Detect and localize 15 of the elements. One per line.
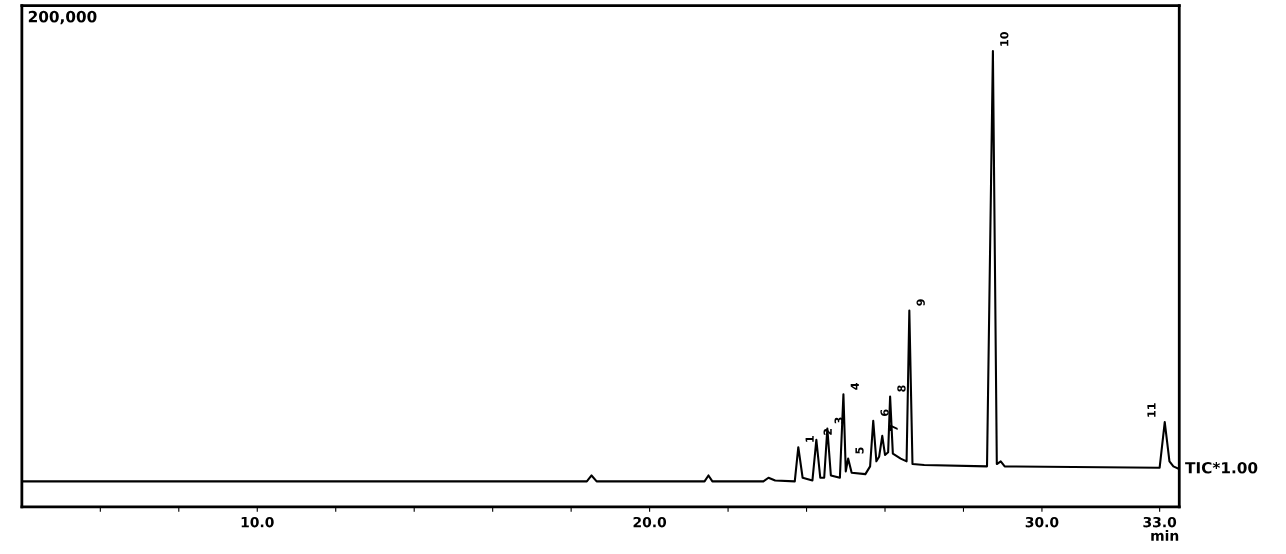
- annotation: 4: [850, 382, 859, 390]
- x-tick-label: 10.0: [241, 516, 274, 528]
- text: TIC*1.00: [1185, 461, 1258, 474]
- text: 200,000: [28, 10, 97, 25]
- annotation: 8: [897, 385, 906, 392]
- annotation: 6: [880, 409, 889, 416]
- x-axis-title: min: [1151, 530, 1179, 541]
- annotation: 1: [805, 436, 814, 442]
- x-tick-label: 30.0: [1025, 516, 1059, 528]
- annotation: 9: [916, 299, 925, 306]
- x-tick-label: 20.0: [633, 516, 667, 528]
- annotation: 11: [1147, 403, 1156, 417]
- annotation: 10: [1000, 32, 1009, 46]
- x-tick-label: 33.0: [1143, 516, 1177, 528]
- annotation: 5: [855, 447, 864, 454]
